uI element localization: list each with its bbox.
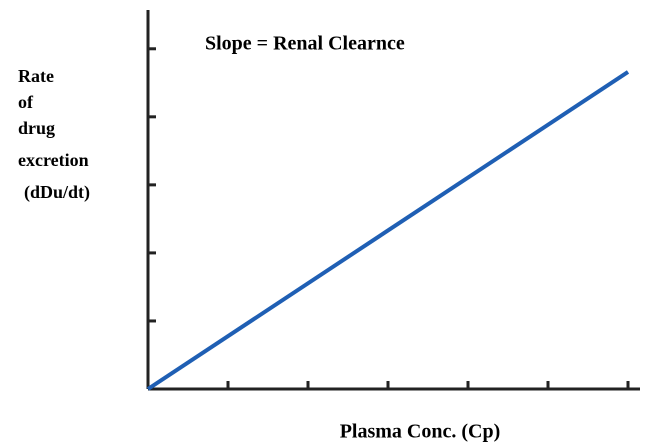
y-axis-label: (dDu/dt) — [24, 182, 90, 203]
x-axis-label: Plasma Conc. (Cp) — [340, 421, 501, 443]
y-axis-label: drug — [18, 118, 55, 138]
data-line — [146, 70, 630, 391]
chart-title: Slope = Renal Clearnce — [205, 33, 405, 55]
y-axis-label: of — [18, 92, 34, 112]
y-axis-label: Rate — [18, 66, 54, 86]
y-axis-label: excretion — [18, 150, 89, 170]
